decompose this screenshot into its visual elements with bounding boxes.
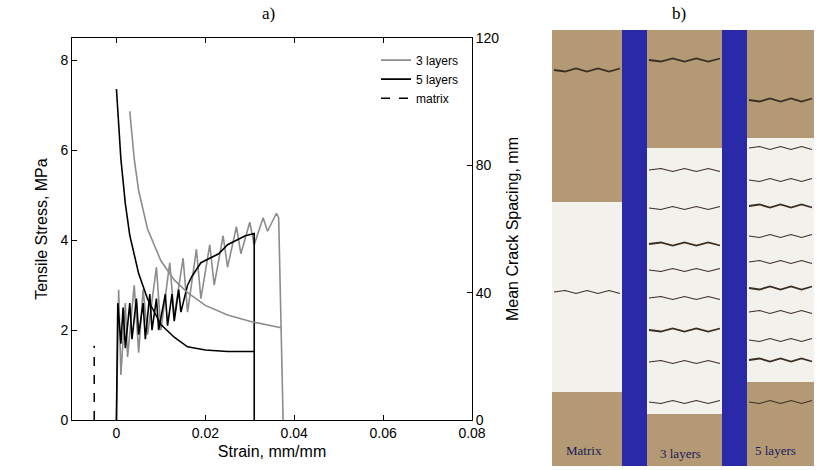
svg-text:2: 2 [60,322,68,338]
svg-text:3 layers: 3 layers [416,54,458,68]
svg-text:Mean Crack Spacing, mm: Mean Crack Spacing, mm [504,137,521,321]
svg-text:Strain, mm/mm: Strain, mm/mm [218,443,326,460]
svg-text:matrix: matrix [416,92,449,106]
svg-text:120: 120 [476,30,500,46]
svg-text:5 layers: 5 layers [755,443,796,458]
svg-text:0.02: 0.02 [192,425,219,441]
svg-text:0.06: 0.06 [369,425,396,441]
svg-text:0.08: 0.08 [458,425,485,441]
svg-text:Tensile Stress, MPa: Tensile Stress, MPa [33,158,50,299]
svg-text:40: 40 [476,285,492,301]
svg-text:4: 4 [60,232,68,248]
html-text:a): a) [262,4,276,23]
html-text:b): b) [672,4,687,23]
svg-text:Matrix: Matrix [566,443,602,458]
svg-text:3 layers: 3 layers [660,446,701,461]
svg-text:0: 0 [60,412,68,428]
svg-text:0: 0 [113,425,121,441]
svg-text:8: 8 [60,52,68,68]
svg-text:6: 6 [60,142,68,158]
svg-text:0.04: 0.04 [281,425,308,441]
svg-text:5 layers: 5 layers [416,73,458,87]
svg-text:80: 80 [476,157,492,173]
svg-text:0: 0 [476,412,484,428]
